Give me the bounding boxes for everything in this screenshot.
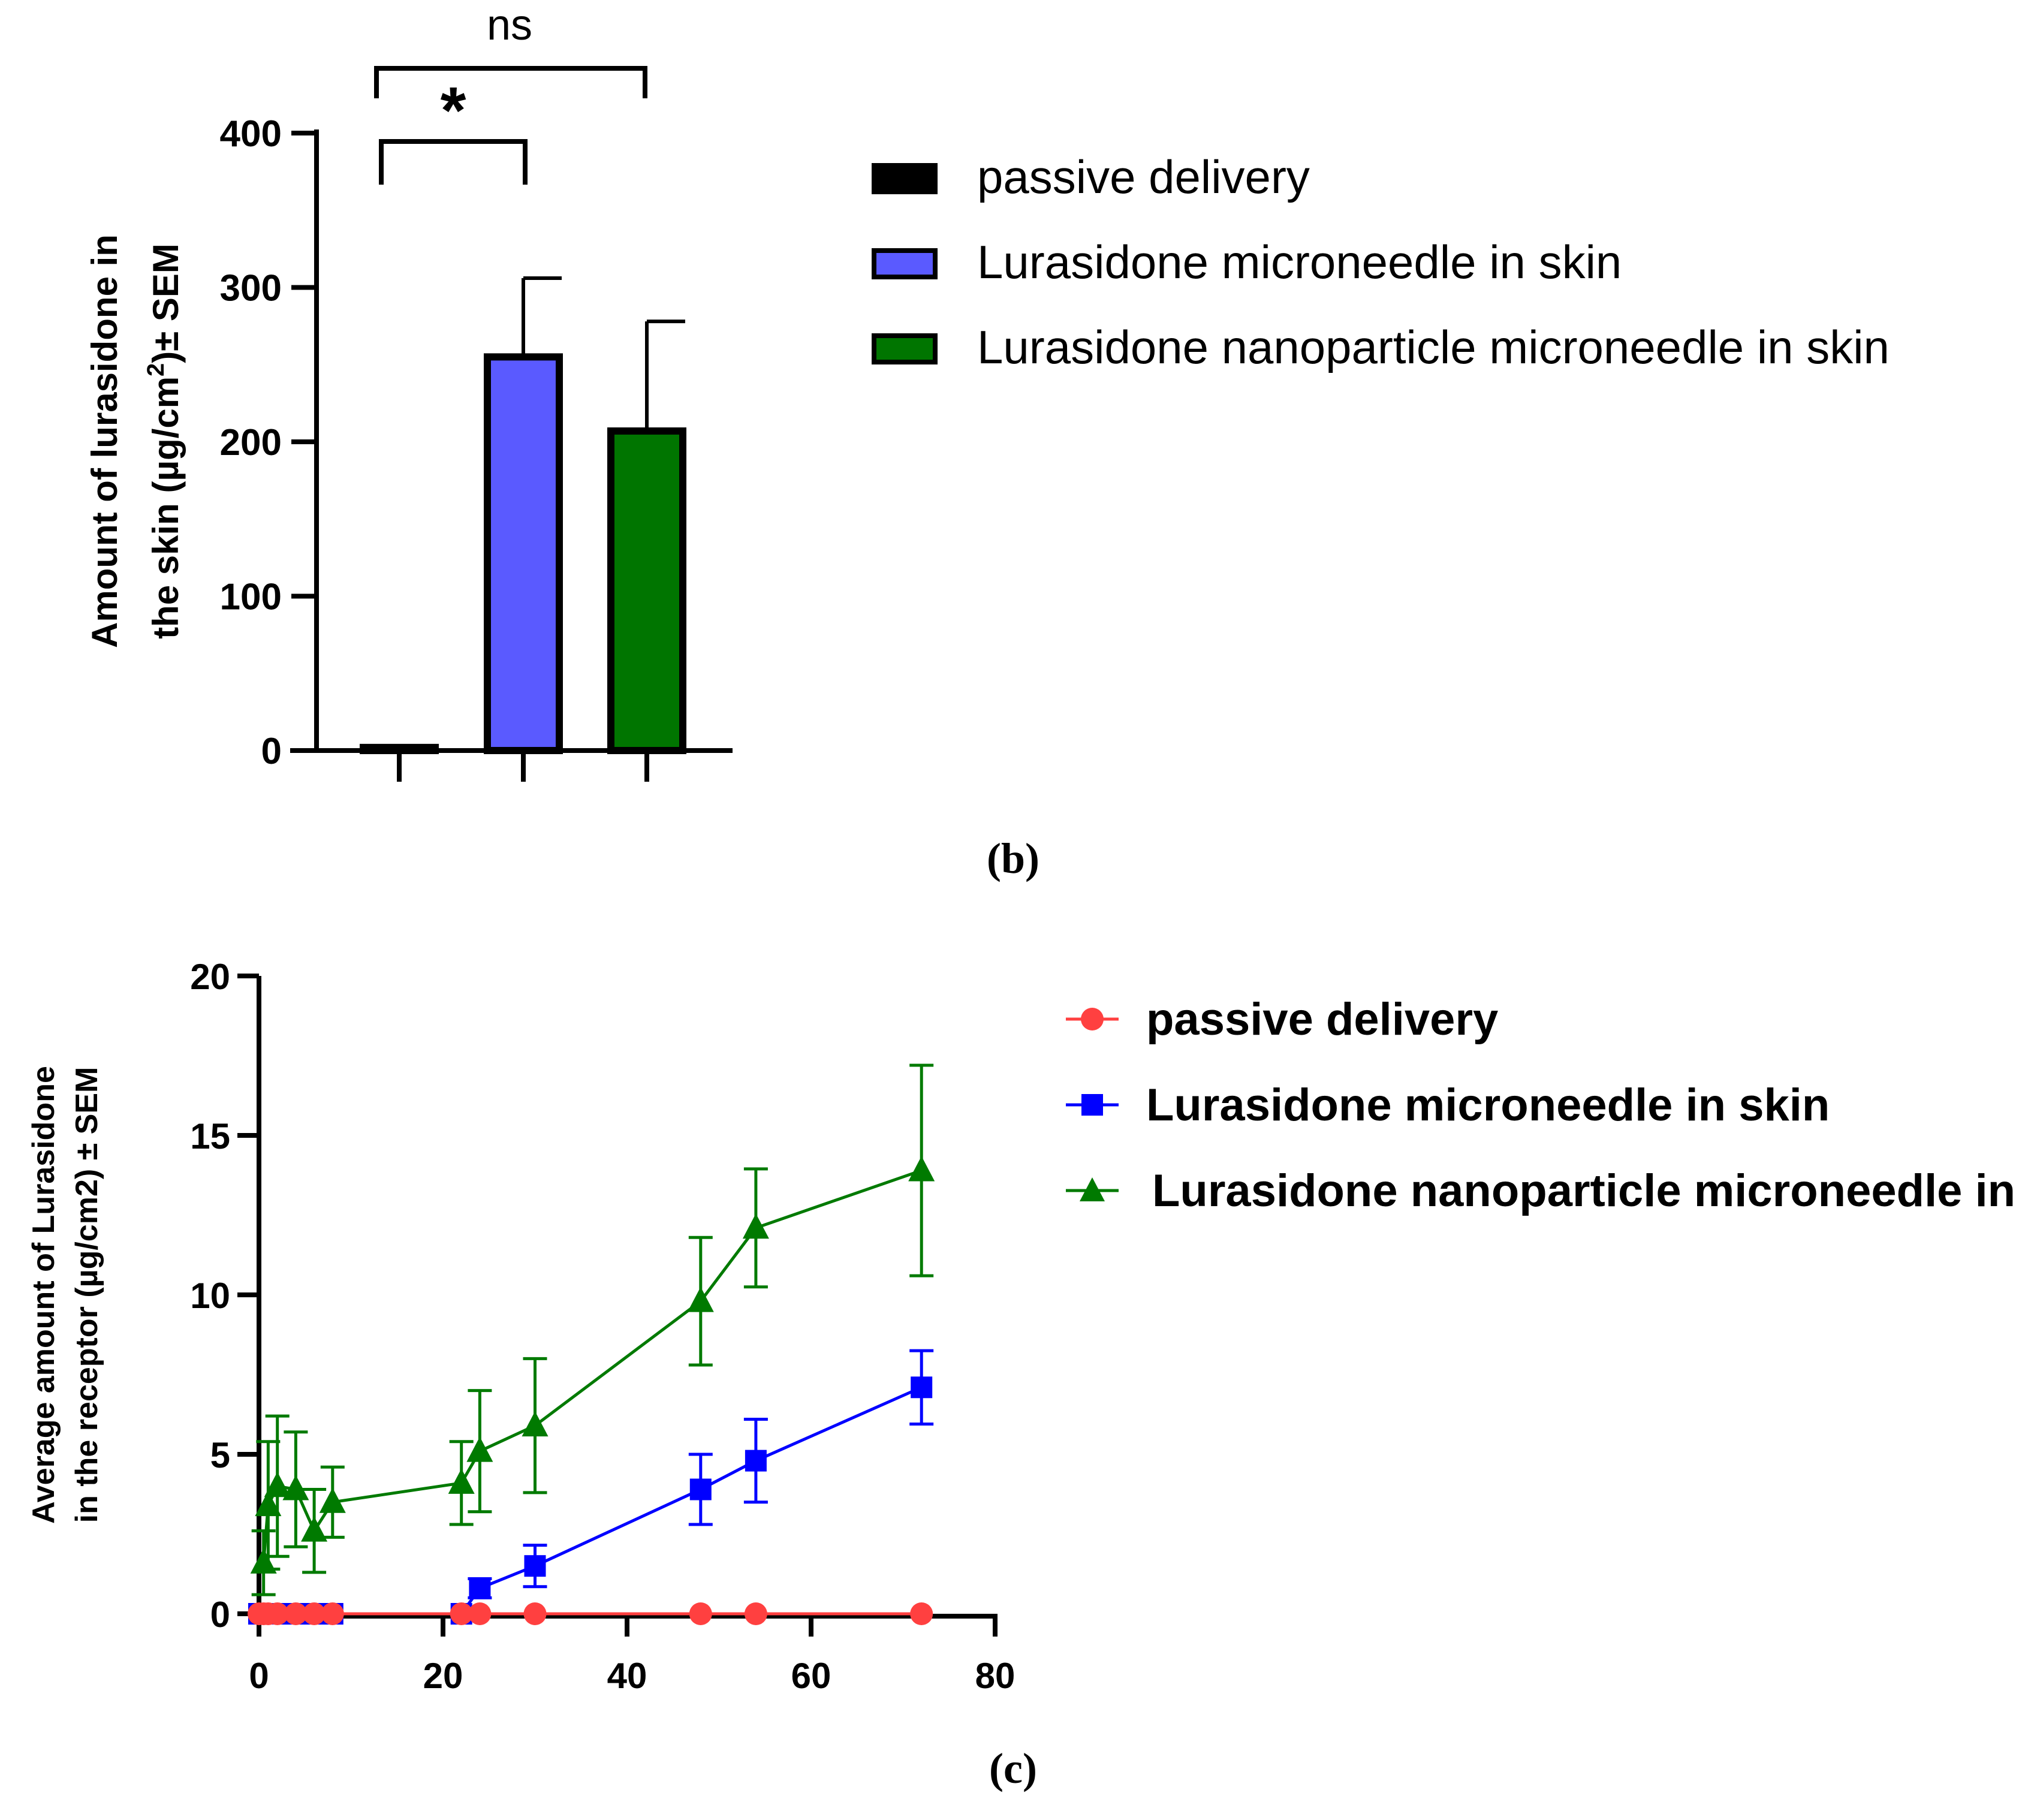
legend-item-passive: passive delivery	[1066, 994, 1498, 1045]
data-point	[744, 1602, 767, 1625]
panel-label-c: (c)	[989, 1744, 1037, 1792]
legend-swatch-microneedle	[872, 248, 938, 279]
panel-label-b: (b)	[987, 834, 1039, 882]
data-point	[910, 1602, 933, 1625]
data-point	[468, 1602, 492, 1625]
legend-item-microneedle: Lurasidone microneedle in skin	[872, 236, 1622, 288]
significance-ns: ns	[374, 1, 647, 98]
y-tick-label: 10	[190, 1276, 230, 1316]
y-tick-label: 0	[210, 1595, 230, 1635]
bar	[484, 353, 563, 754]
data-point	[450, 1602, 473, 1625]
data-point	[524, 1555, 546, 1577]
line-chart-axes	[257, 976, 998, 1619]
y-tick-label: 20	[190, 957, 230, 997]
legend-item-passive: passive delivery	[872, 150, 1310, 203]
legend-marker-nanoparticle	[1080, 1177, 1105, 1201]
data-point	[466, 1436, 493, 1462]
legend-marker-microneedle	[1081, 1094, 1103, 1116]
data-point	[687, 1286, 714, 1312]
data-point	[689, 1478, 712, 1500]
bar-legend: passive delivery Lurasidone microneedle …	[872, 150, 1890, 373]
legend-swatch-passive	[872, 163, 938, 194]
y-axis-label-line1: Average amount of Lurasidone	[26, 1066, 61, 1524]
series-square	[248, 1349, 934, 1625]
bar-chart-panel: 0 100 200 300 400 ns * Amount of lurasidone …	[85, 1, 1890, 882]
x-tick-label: 60	[791, 1656, 831, 1696]
data-point	[911, 1376, 933, 1399]
star-label: *	[441, 74, 466, 147]
line-chart-panel: 0 5 10 15 20 0 20 40 60 80 Average amount of Lura…	[26, 957, 2022, 1792]
data-point	[301, 1516, 328, 1542]
y-axis-label-line1: Amount of lurasidone in	[85, 234, 125, 648]
legend-label-nanoparticle: Lurasidone nanoparticle microneedle in s…	[977, 321, 1890, 373]
legend-swatch-nanoparticle	[872, 333, 938, 364]
x-tick-label: 80	[975, 1656, 1015, 1696]
data-point	[448, 1468, 475, 1494]
series-triangle	[250, 1063, 935, 1596]
data-point	[303, 1602, 326, 1625]
legend-label-passive: passive delivery	[977, 150, 1310, 203]
error-bars	[522, 276, 685, 431]
data-point	[908, 1156, 935, 1182]
series-line	[262, 1169, 923, 1563]
data-point	[689, 1602, 712, 1625]
y-tick-label: 0	[261, 731, 282, 772]
x-tick-label: 0	[249, 1656, 269, 1696]
legend-label-microneedle: Lurasidone microneedle in skin	[1146, 1080, 1830, 1131]
y-tick-label: 400	[220, 113, 282, 155]
data-point	[266, 1602, 289, 1625]
y-axis-label-superscript: 2	[143, 363, 169, 376]
legend-item-microneedle: Lurasidone microneedle in skin	[1066, 1080, 1830, 1131]
significance-star: *	[379, 74, 528, 185]
data-point	[522, 1411, 549, 1437]
series-line	[259, 1385, 923, 1616]
star-bracket	[379, 139, 528, 185]
y-tick-label: 300	[220, 268, 282, 309]
y-tick-label: 5	[210, 1435, 230, 1475]
ns-bracket	[374, 66, 647, 98]
data-point	[284, 1602, 308, 1625]
legend-item-nanoparticle: Lurasidone nanoparticle microneedle in s…	[1066, 1165, 2022, 1216]
data-point	[250, 1548, 277, 1574]
data-point	[319, 1487, 346, 1513]
data-point	[523, 1602, 547, 1625]
y-axis-label-line2-start: the skin (µg/cm	[146, 376, 186, 639]
y-tick-label: 200	[220, 422, 282, 463]
legend-marker-passive	[1081, 1008, 1104, 1030]
data-point	[745, 1450, 767, 1472]
legend-label-nanoparticle: Lurasidone nanoparticle microneedle in s…	[1152, 1165, 2022, 1216]
y-tick-label: 15	[190, 1116, 230, 1156]
x-tick-label: 40	[607, 1656, 647, 1696]
tick-group: 0 5 10 15 20 0 20 40 60 80	[190, 957, 1015, 1696]
y-axis-label-line2-end: )± SEM	[146, 243, 186, 363]
data-point	[469, 1577, 491, 1599]
ns-label: ns	[487, 1, 532, 49]
data-point	[321, 1602, 344, 1625]
bar	[607, 427, 686, 754]
bar-series	[360, 353, 686, 754]
y-axis-label-line2: in the receptor (µg/cm2) ± SEM	[70, 1067, 104, 1523]
legend-item-nanoparticle: Lurasidone nanoparticle microneedle in s…	[872, 321, 1890, 373]
data-point	[742, 1213, 769, 1239]
legend-label-microneedle: Lurasidone microneedle in skin	[977, 236, 1622, 288]
x-tick-label: 20	[423, 1656, 463, 1696]
legend-label-passive: passive delivery	[1146, 994, 1498, 1045]
data-point	[255, 1491, 282, 1517]
data-point	[264, 1472, 291, 1497]
series-group	[248, 1063, 935, 1625]
y-axis-label-line2: the skin (µg/cm2)± SEM	[143, 243, 186, 639]
data-point	[282, 1475, 309, 1500]
series-circle	[248, 1602, 933, 1625]
y-tick-group: 0 100 200 300 400	[220, 113, 317, 772]
y-tick-label: 100	[220, 577, 282, 618]
line-legend: passive delivery Lurasidone microneedle …	[1066, 994, 2022, 1216]
